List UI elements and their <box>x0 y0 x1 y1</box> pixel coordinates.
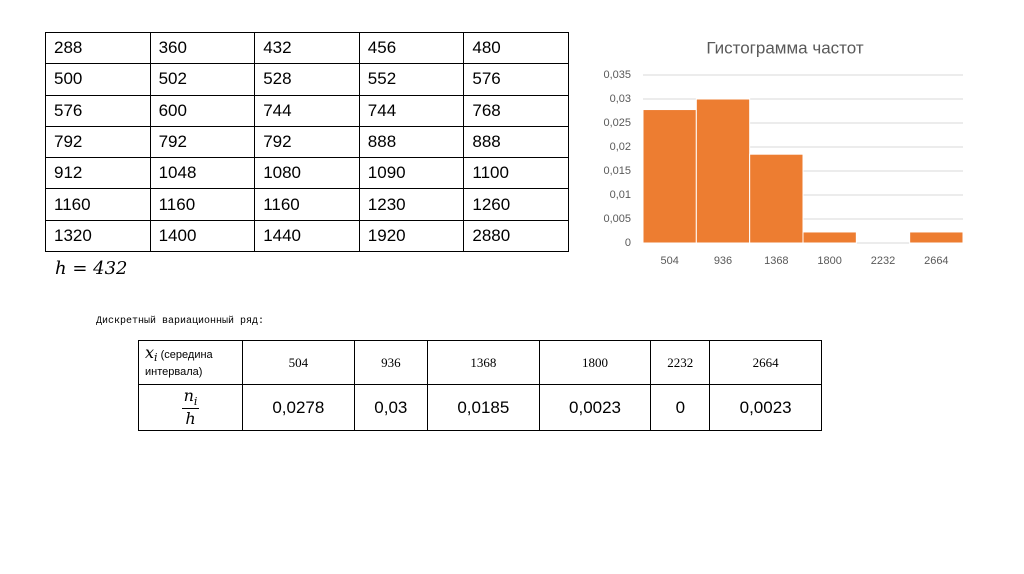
table-cell: 1160 <box>45 188 151 221</box>
bar <box>642 109 697 244</box>
x-value: 2232 <box>650 340 711 385</box>
frequency: 0,0278 <box>242 383 355 432</box>
x-tick-label: 1368 <box>764 255 788 267</box>
symbol-index: i <box>154 351 158 365</box>
row-header: ni h <box>138 383 243 432</box>
table-cell: 360 <box>149 31 256 65</box>
table-cell: 552 <box>358 63 465 96</box>
table-cell: 502 <box>149 63 256 96</box>
table-cell: 888 <box>358 125 465 159</box>
table-cell: 1048 <box>149 157 256 190</box>
y-tick-label: 0,03 <box>610 93 631 105</box>
frequency: 0 <box>650 383 711 432</box>
table-cell: 912 <box>45 157 151 190</box>
x-tick-label: 2232 <box>871 255 895 267</box>
bar <box>695 98 751 244</box>
table-cell: 1230 <box>358 188 465 221</box>
table-cell: 1920 <box>358 219 465 253</box>
symbol: x <box>145 342 155 362</box>
table-row: 500 502 528 552 576 <box>45 63 569 96</box>
x-value: 2664 <box>709 340 822 385</box>
table-cell: 1260 <box>463 188 569 221</box>
x-value: 1368 <box>426 340 540 385</box>
table-cell: 456 <box>358 31 465 65</box>
table-row: 1320 1400 1440 1920 2880 <box>45 219 569 253</box>
table-cell: 1160 <box>254 188 360 221</box>
table-cell: 792 <box>149 125 256 159</box>
symbol: h <box>185 409 196 429</box>
table-cell: 500 <box>45 63 151 96</box>
frequency: 0,0185 <box>426 383 540 432</box>
table-cell: 1400 <box>149 219 256 253</box>
table-cell: 768 <box>463 94 569 127</box>
x-value: 1800 <box>538 340 652 385</box>
bar <box>749 153 804 244</box>
x-tick-label: 936 <box>714 255 732 267</box>
chart: Гистограмма частот 0 0,005 0,01 0,015 0,02 0,… <box>603 38 964 267</box>
x-tick-label: 504 <box>660 255 678 267</box>
chart-title: Гистограмма частот <box>706 38 863 57</box>
table-row: 792 792 792 888 888 <box>45 125 569 159</box>
table-cell: 528 <box>254 63 360 96</box>
bar <box>909 231 964 244</box>
table-cell: 744 <box>358 94 465 127</box>
table-cell: 600 <box>149 94 256 127</box>
x-value: 936 <box>353 340 428 385</box>
table-row: 288 360 432 456 480 <box>45 31 569 65</box>
table-cell: 1090 <box>358 157 465 190</box>
bar <box>802 231 857 244</box>
frequency: 0,0023 <box>709 383 822 432</box>
table-cell: 1100 <box>463 157 569 190</box>
table-cell: 576 <box>45 94 151 127</box>
y-tick-label: 0,015 <box>603 165 631 177</box>
y-tick-label: 0,035 <box>603 69 631 81</box>
y-tick-label: 0 <box>625 237 631 249</box>
table-cell: 2880 <box>463 219 569 253</box>
table-cell: 576 <box>463 63 569 96</box>
note: (середина интервала) <box>145 348 213 379</box>
variation-table: xi (середина интервала) 504 936 1368 1800 22… <box>138 340 822 432</box>
table-row: 1160 1160 1160 1230 1260 <box>45 188 569 221</box>
table-row: 912 1048 1080 1090 1100 <box>45 157 569 190</box>
table-row: 576 600 744 744 768 <box>45 94 569 127</box>
frequency: 0,03 <box>353 383 428 432</box>
row-header: xi (середина интервала) <box>138 340 243 385</box>
table-cell: 480 <box>463 31 569 65</box>
table-cell: 1080 <box>254 157 360 190</box>
x-tick-label: 1800 <box>817 255 841 267</box>
frequency: 0,0023 <box>538 383 652 432</box>
x-tick-label: 2664 <box>924 255 948 267</box>
data-table: 288 360 432 456 480 500 502 528 552 576 576 600 744 7… <box>45 31 569 253</box>
formula: h = 432 <box>55 258 128 279</box>
table-cell: 432 <box>254 31 360 65</box>
table-cell: 288 <box>45 31 151 65</box>
table-cell: 1440 <box>254 219 360 253</box>
symbol-index: i <box>193 395 198 409</box>
x-value: 504 <box>242 340 355 385</box>
symbol: n <box>183 386 194 405</box>
table-cell: 888 <box>463 125 569 159</box>
y-tick-label: 0,005 <box>603 213 631 225</box>
caption: Дискретный вариационный ряд: <box>96 316 265 327</box>
table-cell: 792 <box>45 125 151 159</box>
table-cell: 744 <box>254 94 360 127</box>
y-tick-label: 0,025 <box>603 117 631 129</box>
table-cell: 792 <box>254 125 360 159</box>
table-cell: 1320 <box>45 219 151 253</box>
y-tick-label: 0,02 <box>610 141 631 153</box>
y-tick-label: 0,01 <box>610 189 631 201</box>
table-cell: 1160 <box>149 188 256 221</box>
